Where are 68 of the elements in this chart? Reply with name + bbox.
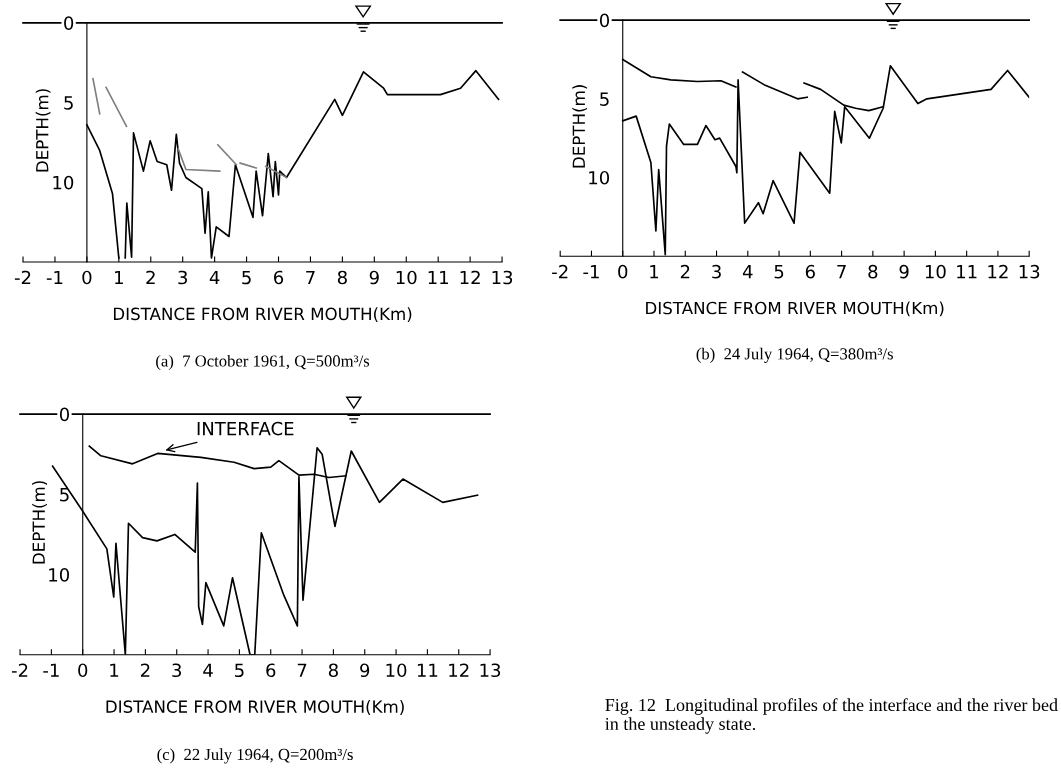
x-tick-label: -2 (14, 270, 31, 285)
x-tick-label: 2 (680, 264, 690, 279)
x-tick-label: 11 (957, 265, 977, 279)
x-tick-label: 2 (140, 663, 150, 677)
x-tick-label: 0 (82, 270, 92, 285)
x-tick-label: 1 (650, 265, 659, 279)
x-tick-label: 11 (417, 663, 438, 677)
y-tick-label: 0 (64, 16, 74, 30)
x-tick-label: 1 (115, 270, 123, 285)
x-tick-label: 9 (369, 270, 379, 285)
x-tick-label: 12 (449, 663, 469, 677)
y-tick-label: 0 (59, 407, 70, 422)
x-tick-label: 7 (306, 270, 315, 285)
x-tick-label: -2 (11, 663, 28, 677)
x-tick-label: 2 (146, 270, 155, 285)
x-tick-label: 4 (203, 663, 213, 677)
x-tick-label: 11 (428, 270, 449, 285)
x-tick-label: 5 (774, 265, 784, 279)
x-tick-label: 7 (297, 663, 307, 677)
x-tick-label: 0 (78, 663, 88, 678)
x-tick-label: 4 (742, 265, 753, 279)
x-tick-label: 8 (337, 270, 347, 285)
x-axis-title: DISTANCE FROM RIVER MOUTH(Km) (106, 700, 404, 715)
x-tick-label: 10 (386, 663, 407, 678)
x-tick-label: 4 (209, 270, 220, 285)
annotation: INTERFACE (197, 421, 294, 436)
text: (b) 24 July 1964, Q=380m³/s (696, 347, 893, 363)
y-axis-title: DEPTH(m) (35, 89, 51, 172)
x-tick-label: 3 (172, 663, 182, 678)
x-tick-label: 1 (110, 663, 119, 677)
y-tick-label: 10 (49, 568, 70, 582)
x-axis-title: DISTANCE FROM RIVER MOUTH(Km) (113, 307, 412, 323)
x-tick-label: 5 (242, 270, 251, 285)
y-axis-title: DEPTH(m) (572, 85, 588, 168)
y-tick-label: 10 (589, 170, 610, 185)
y-tick-label: 5 (600, 92, 609, 106)
caption: Fig. 12 Longitudinal profiles of the interface and the river bed in the unsteady state. (605, 698, 1058, 734)
x-tick-label: 3 (178, 270, 187, 285)
y-tick-label: 5 (60, 488, 69, 502)
y-tick-label: 10 (53, 175, 74, 190)
x-tick-label: 6 (274, 270, 284, 285)
x-tick-label: -1 (43, 663, 59, 677)
x-axis-title: DISTANCE FROM RIVER MOUTH(Km) (646, 301, 944, 317)
y-tick-label: 0 (599, 13, 610, 28)
x-tick-label: 13 (480, 663, 501, 678)
y-tick-label: 5 (64, 96, 73, 110)
x-tick-label: 9 (899, 264, 909, 279)
x-tick-label: 12 (988, 264, 1008, 279)
x-tick-label: 9 (360, 663, 370, 678)
text: (a) 7 October 1961, Q=500m³/s (156, 354, 370, 371)
x-tick-label: 5 (235, 663, 244, 678)
x-tick-label: 0 (618, 264, 628, 279)
x-tick-label: 8 (328, 663, 338, 678)
x-tick-label: 12 (460, 270, 480, 285)
x-tick-label: 8 (868, 264, 878, 279)
x-tick-label: 7 (837, 265, 846, 279)
y-axis-title: DEPTH(m) (32, 481, 47, 564)
x-tick-label: 13 (492, 270, 513, 285)
x-tick-label: -1 (46, 270, 63, 285)
x-tick-label: 13 (1019, 264, 1040, 279)
x-tick-label: 10 (396, 270, 417, 285)
x-tick-label: 10 (925, 264, 946, 279)
x-tick-label: 6 (805, 264, 815, 279)
x-tick-label: -1 (583, 265, 599, 279)
x-tick-label: 6 (266, 663, 276, 678)
x-tick-label: -2 (552, 264, 568, 279)
x-tick-label: 3 (712, 264, 721, 279)
text: (c) 22 July 1964, Q=200m³/s (157, 748, 353, 764)
